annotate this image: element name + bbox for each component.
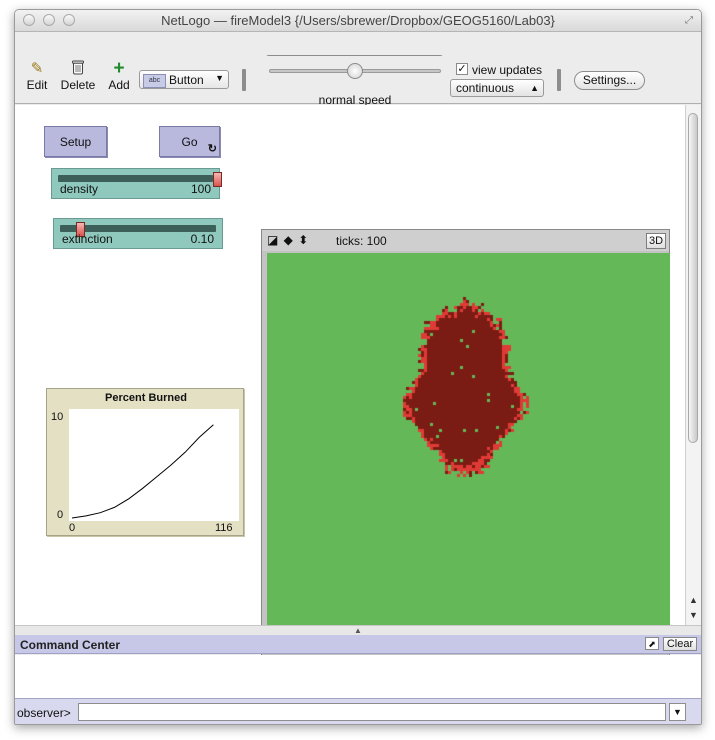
density-slider-track: [58, 175, 213, 182]
update-mode-value: continuous: [456, 81, 515, 95]
density-slider-handle[interactable]: [213, 172, 222, 187]
extinction-slider-handle[interactable]: [75, 222, 85, 237]
chevron-down-icon: ▼: [215, 73, 224, 83]
interface-canvas: Setup Go ↻ density 100 extinction 0.10 P…: [15, 105, 685, 657]
go-button-label: Go: [181, 135, 198, 149]
x-tick-label: 0: [69, 522, 76, 534]
netlogo-window: NetLogo — fireModel3 {/Users/sbrewer/Dro…: [14, 9, 702, 725]
delete-label: Delete: [60, 78, 96, 92]
command-center-title: Command Center: [20, 638, 121, 652]
go-button[interactable]: Go ↻: [159, 126, 220, 157]
trash-icon: [58, 60, 98, 78]
y-tick-label: 10: [51, 411, 64, 423]
update-mode-select[interactable]: continuous ▲: [450, 79, 544, 97]
delete-button[interactable]: Delete: [58, 60, 98, 92]
settings-button[interactable]: Settings...: [574, 71, 645, 90]
command-input[interactable]: [78, 703, 666, 721]
button-widget-icon: abc: [143, 74, 166, 88]
toolbar-divider: [557, 69, 561, 91]
density-value: 100: [190, 182, 211, 196]
extinction-slider-track: [60, 225, 216, 232]
widget-type-value: Button: [169, 73, 204, 87]
density-name: density: [60, 182, 99, 196]
setup-button[interactable]: Setup: [44, 126, 107, 157]
edit-label: Edit: [26, 78, 48, 92]
scroll-up-icon[interactable]: ▲: [689, 595, 698, 605]
extinction-value: 0.10: [190, 232, 214, 246]
title-bar: NetLogo — fireModel3 {/Users/sbrewer/Dro…: [15, 10, 701, 32]
updown-arrows-icon: ▲: [530, 83, 539, 93]
popout-icon[interactable]: ⬈: [645, 637, 659, 650]
y-tick-label: 0: [57, 509, 64, 521]
edit-button[interactable]: ✎ Edit: [19, 60, 55, 92]
fullscreen-icon[interactable]: ⤢: [685, 15, 693, 26]
add-label: Add: [108, 78, 130, 92]
tab-bar: Interface Info Code: [15, 32, 701, 77]
add-button[interactable]: + Add: [101, 58, 137, 92]
view-control-strip: ◪ ◆ ⬍ ticks: 100 3D: [262, 230, 669, 251]
widget-type-select[interactable]: abc Button ▼: [139, 70, 229, 89]
pencil-icon: ✎: [30, 60, 44, 77]
toolbar-divider: [242, 69, 246, 91]
plot-series-line: [71, 424, 214, 519]
clear-button[interactable]: Clear: [663, 637, 697, 651]
view-updates-checkbox[interactable]: ✓: [456, 63, 468, 75]
command-center-header: Command Center ⬈ Clear: [15, 635, 701, 654]
agent-type-label[interactable]: observer>: [17, 706, 71, 720]
pane-splitter[interactable]: ▲: [15, 625, 701, 635]
ticks-counter: ticks: 100: [336, 234, 387, 248]
history-dropdown-icon[interactable]: ▼: [669, 703, 686, 721]
minimize-window-button[interactable]: [43, 14, 55, 26]
density-slider[interactable]: density 100: [51, 168, 222, 199]
x-tick-label: 116: [215, 522, 233, 534]
view-size-controls-icon[interactable]: ◪ ◆ ⬍: [267, 233, 310, 247]
interface-scrollbar[interactable]: ▲ ▼: [685, 105, 701, 625]
command-center-output: [15, 655, 701, 698]
scrollbar-thumb[interactable]: [688, 113, 698, 443]
zoom-window-button[interactable]: [63, 14, 75, 26]
plot-title: Percent Burned: [105, 392, 187, 404]
forever-icon: ↻: [207, 143, 217, 155]
extinction-name: extinction: [62, 232, 113, 246]
world-view: ◪ ◆ ⬍ ticks: 100 3D: [261, 229, 670, 657]
plot-area: [69, 409, 239, 521]
close-window-button[interactable]: [23, 14, 35, 26]
window-title: NetLogo — fireModel3 {/Users/sbrewer/Dro…: [161, 13, 555, 28]
extinction-slider[interactable]: extinction 0.10: [53, 218, 223, 249]
world-canvas[interactable]: [267, 253, 670, 654]
scroll-down-icon[interactable]: ▼: [689, 610, 698, 620]
speed-label: normal speed: [318, 93, 392, 107]
percent-burned-plot: Percent Burned 10 0 0 116: [46, 388, 244, 536]
view-updates-label: view updates: [472, 63, 543, 77]
view-3d-button[interactable]: 3D: [646, 233, 666, 249]
command-input-row: observer> ▼: [15, 698, 701, 724]
plus-icon: +: [113, 58, 125, 79]
speed-slider-handle[interactable]: [347, 63, 363, 79]
